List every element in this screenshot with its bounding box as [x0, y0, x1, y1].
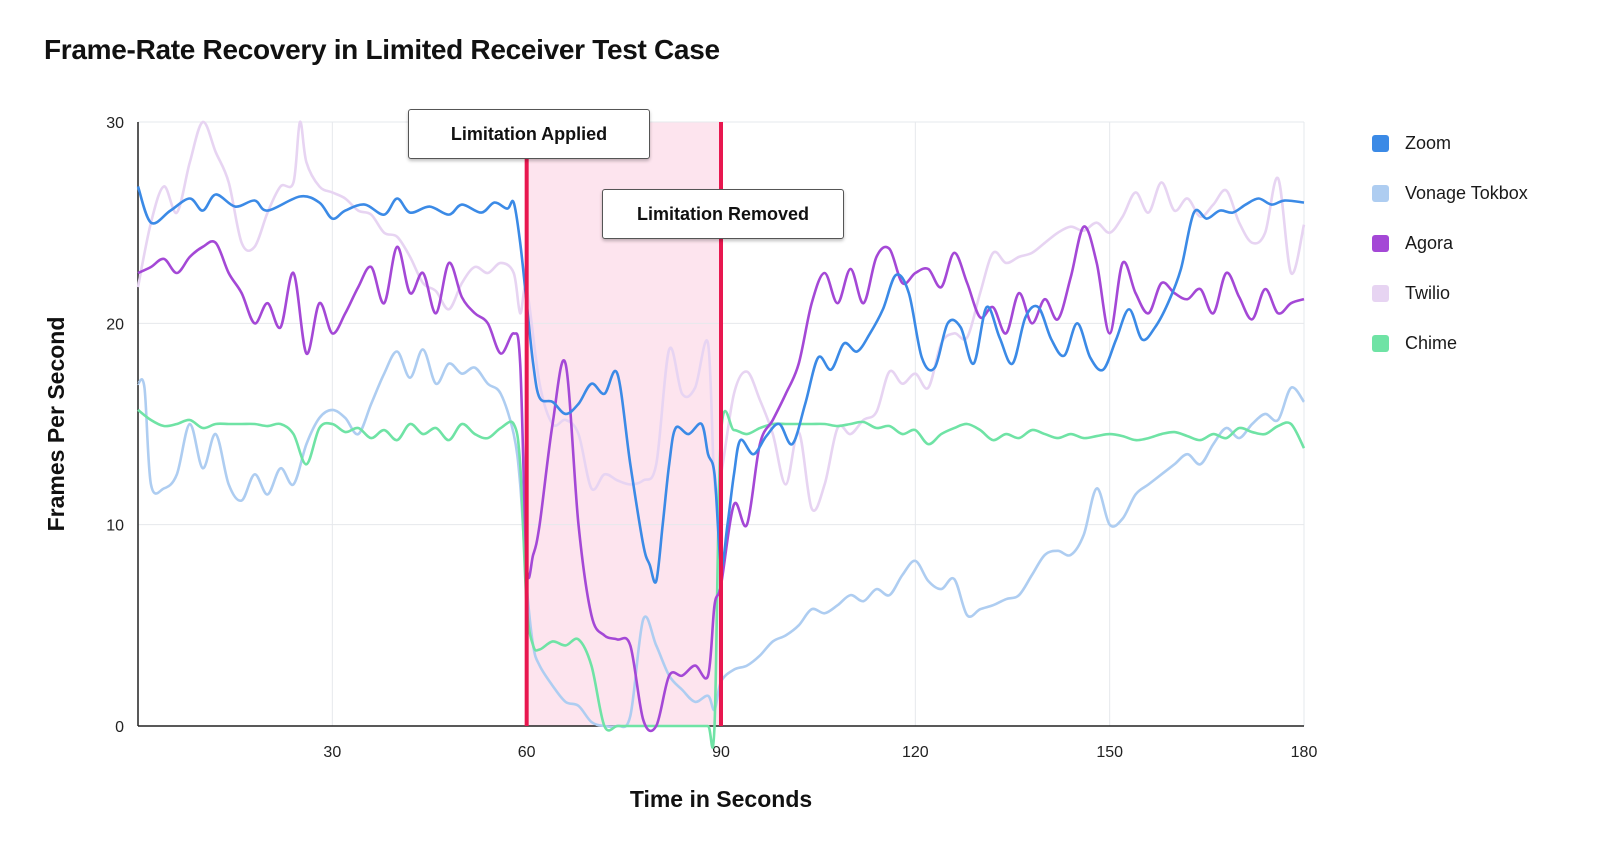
legend-item-zoom: Zoom [1372, 118, 1528, 168]
legend-swatch [1372, 234, 1389, 252]
series-line-agora [137, 225, 1305, 733]
legend: Zoom Vonage Tokbox Agora Twilio Chime [1372, 118, 1528, 368]
annotation-limitation-removed: Limitation Removed [602, 189, 844, 239]
legend-item-twilio: Twilio [1372, 268, 1528, 318]
legend-item-chime: Chime [1372, 318, 1528, 368]
legend-label: Agora [1405, 232, 1454, 253]
series-line-twilio [136, 120, 1306, 512]
legend-label: Chime [1405, 332, 1458, 353]
y-tick-label: 10 [106, 518, 124, 535]
x-tick-label: 150 [1096, 744, 1123, 761]
y-axis-title: Frames Per Second [43, 317, 69, 532]
legend-label: Twilio [1405, 282, 1451, 303]
legend-label: Zoom [1405, 132, 1452, 153]
legend-swatch [1372, 134, 1389, 152]
legend-label: Vonage Tokbox [1405, 182, 1528, 203]
annotation-limitation-applied: Limitation Applied [408, 109, 650, 159]
x-tick-label: 30 [323, 744, 341, 761]
series-line-chime [137, 408, 1306, 749]
x-tick-label: 60 [518, 744, 536, 761]
legend-item-vonage-tokbox: Vonage Tokbox [1372, 168, 1528, 218]
y-tick-label: 20 [106, 316, 124, 333]
series-line-vonage-tokbox [136, 348, 1306, 729]
x-tick-label: 180 [1291, 744, 1318, 761]
legend-swatch [1372, 334, 1389, 352]
legend-item-agora: Agora [1372, 218, 1528, 268]
x-tick-label: 120 [902, 744, 929, 761]
chart-title: Frame-Rate Recovery in Limited Receiver … [44, 34, 720, 65]
x-tick-label: 90 [712, 744, 730, 761]
legend-swatch [1372, 184, 1389, 202]
x-axis-title: Time in Seconds [630, 786, 812, 812]
y-tick-label: 0 [115, 719, 124, 736]
legend-swatch [1372, 284, 1389, 302]
y-tick-label: 30 [106, 115, 124, 132]
